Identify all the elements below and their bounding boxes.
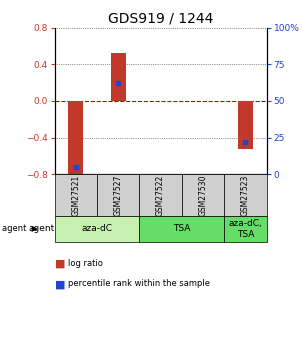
Bar xyxy=(111,53,126,101)
Text: TSA: TSA xyxy=(173,224,191,234)
Text: percentile rank within the sample: percentile rank within the sample xyxy=(68,279,210,288)
Bar xyxy=(55,216,139,241)
Text: aza-dC,
TSA: aza-dC, TSA xyxy=(228,219,262,239)
Bar xyxy=(224,216,267,241)
Bar xyxy=(68,101,83,176)
Text: ■: ■ xyxy=(55,259,65,269)
Text: ■: ■ xyxy=(55,279,65,289)
Text: GSM27522: GSM27522 xyxy=(156,175,165,216)
Bar xyxy=(139,174,182,216)
Text: GSM27527: GSM27527 xyxy=(114,175,123,216)
Bar xyxy=(97,174,139,216)
Bar xyxy=(224,174,267,216)
Text: log ratio: log ratio xyxy=(68,259,103,268)
Text: GSM27530: GSM27530 xyxy=(198,175,208,216)
Title: GDS919 / 1244: GDS919 / 1244 xyxy=(108,11,213,25)
Bar xyxy=(139,216,224,241)
Text: agent  ▶: agent ▶ xyxy=(2,224,38,234)
Bar xyxy=(182,174,224,216)
Text: GSM27523: GSM27523 xyxy=(241,175,250,216)
Bar xyxy=(55,174,97,216)
Text: GSM27521: GSM27521 xyxy=(71,175,80,216)
Text: aza-dC: aza-dC xyxy=(82,224,112,234)
Text: agent: agent xyxy=(28,224,55,234)
Bar xyxy=(238,101,253,149)
